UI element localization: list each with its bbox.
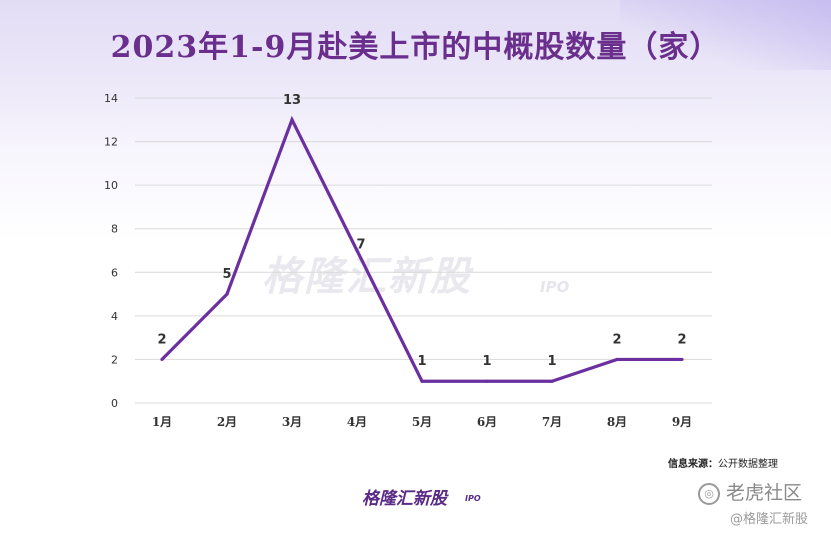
platform-overlay: ◎ 老虎社区 (698, 478, 802, 505)
y-axis-ticks: 0 2 4 6 8 10 12 14 (104, 92, 118, 410)
watermark-sub-text: IPO (540, 278, 570, 296)
x-tick-label: 3月 (282, 415, 302, 429)
chart-title: 2023年1-9月赴美上市的中概股数量（家） (110, 30, 721, 65)
source-text: 公开数据整理 (718, 459, 778, 470)
y-tick-label: 8 (111, 223, 118, 236)
data-label: 5 (222, 267, 231, 282)
data-label: 2 (157, 332, 166, 347)
data-point (550, 379, 554, 383)
source-note: 信息来源：公开数据整理 (668, 455, 778, 470)
data-point (355, 248, 359, 253)
data-point (160, 357, 164, 362)
platform-name: 老虎社区 (726, 482, 803, 504)
data-label: 1 (547, 354, 556, 369)
x-tick-label: 2月 (217, 415, 237, 429)
data-labels: 2 5 13 7 1 1 1 2 2 (157, 93, 686, 369)
data-point (420, 379, 424, 383)
x-tick-label: 9月 (672, 415, 692, 429)
tiger-icon: ◎ (698, 482, 720, 505)
y-tick-label: 12 (104, 136, 118, 149)
y-tick-label: 4 (111, 310, 118, 323)
data-point (485, 379, 489, 383)
data-point (225, 292, 229, 296)
data-point (290, 118, 294, 122)
series-line (160, 115, 682, 383)
brand-logo: 格隆汇新股 (362, 489, 447, 509)
x-tick-label: 8月 (607, 415, 627, 429)
data-label: 1 (482, 354, 491, 369)
brand-logo-sub: IPO (465, 494, 481, 503)
author-handle: @格隆汇新股 (730, 512, 809, 527)
data-label: 1 (417, 354, 426, 369)
x-tick-label: 5月 (412, 415, 432, 429)
watermark-text: 格隆汇新股 (262, 254, 472, 300)
y-tick-label: 2 (111, 353, 118, 366)
data-label: 2 (677, 332, 686, 347)
data-label: 2 (612, 332, 621, 347)
x-tick-label: 6月 (477, 415, 497, 429)
x-tick-label: 7月 (542, 415, 562, 429)
series-line-layer (160, 115, 684, 383)
y-tick-label: 14 (104, 92, 118, 105)
source-label: 信息来源： (668, 459, 718, 470)
data-point (615, 357, 619, 362)
y-tick-label: 10 (104, 179, 118, 192)
x-tick-label: 1月 (152, 415, 172, 429)
data-point (680, 357, 684, 362)
data-label: 13 (283, 93, 301, 108)
data-label: 7 (356, 238, 365, 253)
y-tick-label: 6 (111, 266, 118, 279)
corner-decoration (620, 0, 831, 70)
x-tick-label: 4月 (347, 415, 367, 429)
x-axis-ticks: 1月 2月 3月 4月 5月 6月 7月 8月 9月 (152, 415, 692, 429)
y-tick-label: 0 (111, 397, 118, 410)
